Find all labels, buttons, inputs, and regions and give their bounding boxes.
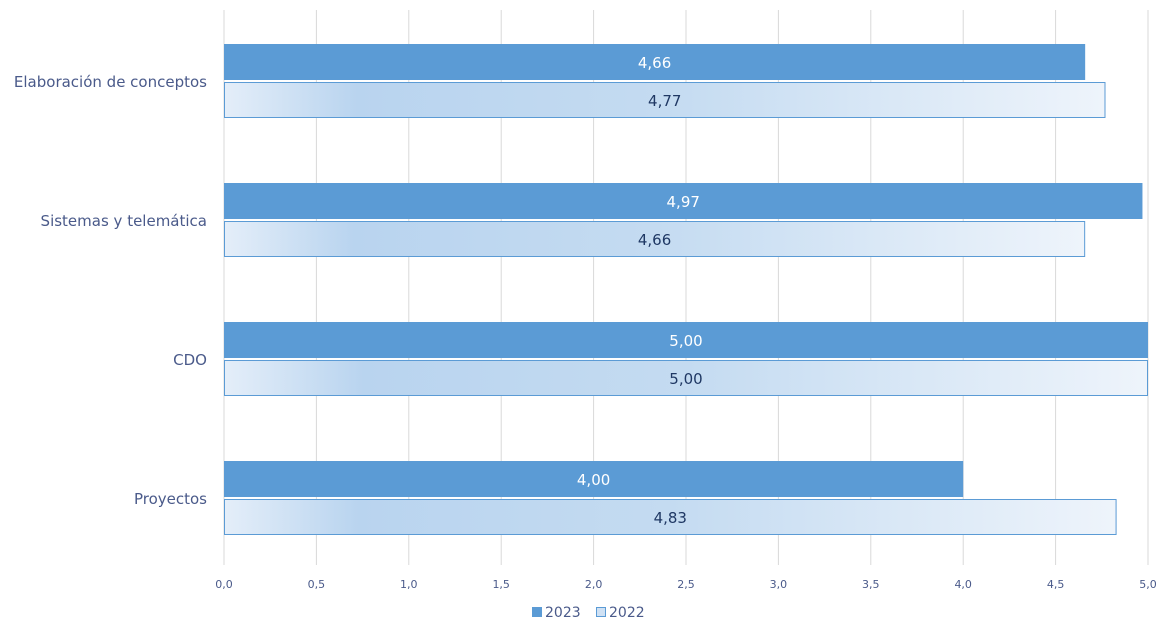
bar-2023 (224, 183, 1143, 219)
legend-label-2022: 2022 (609, 605, 645, 621)
data-label-2022: 4,66 (638, 231, 671, 249)
bar-2022 (224, 221, 1086, 257)
category-label: Sistemas y telemática (41, 212, 207, 230)
category-label: Elaboración de conceptos (14, 73, 207, 91)
x-tick-label: 4,0 (954, 578, 972, 591)
bar-2023 (224, 322, 1148, 358)
data-label-2022: 4,83 (654, 509, 687, 527)
x-tick-label: 0,0 (215, 578, 233, 591)
legend-swatch-2022 (596, 607, 606, 617)
category-label: Proyectos (134, 490, 207, 508)
x-tick-label: 1,5 (492, 578, 510, 591)
data-label-2023: 4,66 (638, 54, 671, 72)
x-tick-label: 4,5 (1047, 578, 1065, 591)
data-label-2022: 4,77 (648, 92, 681, 110)
x-tick-label: 1,0 (400, 578, 418, 591)
category-label: CDO (173, 351, 207, 369)
bar-2022 (224, 499, 1117, 535)
data-label-2023: 4,00 (577, 471, 610, 489)
data-label-2022: 5,00 (669, 370, 702, 388)
data-label-2023: 4,97 (667, 193, 700, 211)
x-tick-label: 3,5 (862, 578, 880, 591)
bar-2022 (224, 82, 1106, 118)
data-label-2023: 5,00 (669, 332, 702, 350)
x-tick-label: 5,0 (1139, 578, 1157, 591)
x-tick-label: 2,0 (585, 578, 603, 591)
category-labels: Elaboración de conceptos Sistemas y telem… (14, 73, 207, 508)
x-axis-ticks: 0,0 0,5 1,0 1,5 2,0 2,5 3,0 3,5 4,0 4,5 5,0 (215, 578, 1157, 591)
x-tick-label: 3,0 (770, 578, 788, 591)
x-tick-label: 2,5 (677, 578, 695, 591)
legend: 2023 2022 (532, 605, 645, 621)
bar-2023 (224, 461, 964, 497)
legend-label-2023: 2023 (545, 605, 581, 621)
bar-2023 (224, 44, 1086, 80)
legend-swatch-2023 (532, 607, 542, 617)
x-tick-label: 0,5 (308, 578, 326, 591)
bar-2022 (224, 360, 1148, 396)
bars: 4,66 4,77 4,97 4,66 5,00 5,00 4,00 4,83 (224, 44, 1148, 535)
